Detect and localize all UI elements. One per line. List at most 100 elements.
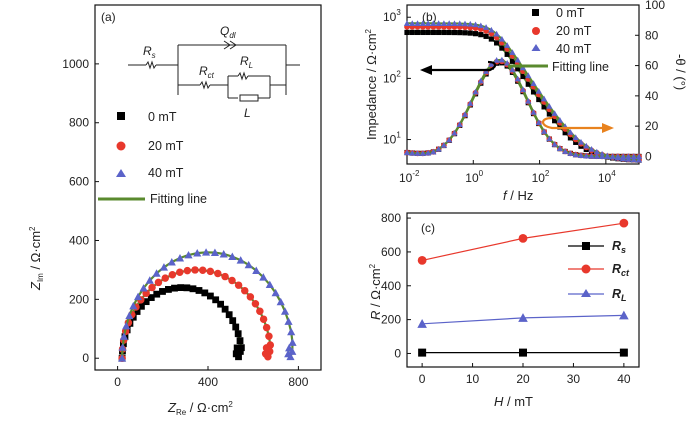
panel-b-impedance-point xyxy=(573,139,579,145)
equivalent-circuit xyxy=(128,40,300,102)
panel-a-data-point xyxy=(221,272,229,281)
panel-b-phase-point xyxy=(498,56,506,63)
panel-a-data-point xyxy=(212,296,220,304)
panel-b-phase-point xyxy=(540,128,548,134)
panel-a-data-point xyxy=(168,271,177,279)
panel-b-phase-point xyxy=(467,100,474,106)
legend-c-marker-rl xyxy=(581,289,591,297)
panel-b-impedance-point xyxy=(404,29,410,36)
panel-a-data-point xyxy=(148,283,156,292)
panel-b-phase-point xyxy=(614,153,622,160)
legend-b-label-fitting: Fitting line xyxy=(552,60,609,74)
panel-c-ytick-label: 600 xyxy=(381,245,401,259)
panel-a-ytick-label: 0 xyxy=(82,351,89,365)
panel-a: (a) 0 400 800 0 200 400 600 800 1000 xyxy=(28,4,322,417)
panel-b-impedance-point xyxy=(482,24,490,30)
panel-b-phase-point xyxy=(514,75,521,82)
panel-a-data-point xyxy=(217,300,224,308)
legend-b-label-0mt: 0 mT xyxy=(556,6,585,20)
legend-b-marker-0mt xyxy=(532,9,539,16)
panel-a-data-point xyxy=(228,276,236,285)
panel-b-impedance-point xyxy=(514,56,521,63)
panel-c: (c) 0 10 20 30 40 0 200 400 600 800 Rs Rct RL R … xyxy=(368,211,640,409)
panel-c-point-rs xyxy=(619,348,628,357)
panel-b-phase-point xyxy=(435,145,442,152)
panel-b-phase-point xyxy=(509,66,516,73)
panel-b-impedance-fit xyxy=(407,31,640,162)
panel-b: (b) 10-2 100 102 104 101 102 103 0 20 40 60 80 100… xyxy=(364,0,688,203)
panel-a-data-point xyxy=(183,284,191,292)
legend-c-marker-rct xyxy=(581,264,591,274)
panel-b-phase-point xyxy=(440,142,448,148)
panel-b-phase-point xyxy=(419,150,426,156)
panel-b-impedance-point xyxy=(520,73,526,80)
panel-a-data-point xyxy=(119,332,129,340)
panel-a-ytick-label: 600 xyxy=(69,175,89,189)
legend-b-label-40mt: 40 mT xyxy=(556,42,592,56)
circuit-rs-label: Rs xyxy=(143,44,156,60)
legend-label-40mt: 40 mT xyxy=(148,166,184,180)
panel-a-data-point xyxy=(236,256,245,264)
legend-b-marker-40mt xyxy=(531,44,541,51)
panel-b-phase-point xyxy=(461,111,469,117)
panel-b-label: (b) xyxy=(422,10,437,24)
panel-a-data-point xyxy=(276,297,285,306)
panel-a-data-point xyxy=(193,249,202,257)
panel-c-point-rl xyxy=(518,313,528,322)
panel-a-data-point xyxy=(237,344,245,352)
panel-b-phase-point xyxy=(630,153,637,160)
panel-a-data-point xyxy=(288,338,297,346)
panel-b-impedance-point xyxy=(562,130,568,136)
legend-c-label-rs: Rs xyxy=(612,239,626,255)
panel-b-impedance-point xyxy=(588,146,595,152)
panel-b-frame xyxy=(406,4,640,165)
panel-a-data-point xyxy=(244,260,253,269)
panel-b-phase-point xyxy=(477,77,484,84)
panel-a-data-point xyxy=(159,288,166,295)
panel-b-impedance-point xyxy=(467,30,473,36)
panel-b-impedance-point xyxy=(403,20,411,26)
panel-c-ytick-label: 0 xyxy=(394,346,401,360)
panel-b-ytick-left-label: 102 xyxy=(383,69,401,85)
panel-a-data-point xyxy=(167,258,176,266)
legend-c-label-rct: Rct xyxy=(612,262,630,278)
panel-a-data-point xyxy=(252,266,261,274)
panel-b-impedance-point xyxy=(630,156,637,163)
panel-c-legend: Rs Rct RL xyxy=(568,239,630,303)
panel-b-phase-point xyxy=(446,136,453,143)
panel-c-point-rct xyxy=(619,218,629,228)
panel-b-ytick-right-label: 0 xyxy=(645,149,652,163)
panel-a-data-point xyxy=(265,332,273,341)
panel-a-data-point xyxy=(145,276,154,284)
panel-c-ytick-label: 800 xyxy=(381,211,401,225)
panel-a-data-point xyxy=(147,294,155,301)
panel-a-data-point xyxy=(262,344,271,352)
panel-b-impedance-point xyxy=(420,29,426,36)
panel-b-impedance-point xyxy=(525,72,532,79)
panel-a-data-point xyxy=(271,288,280,297)
panel-b-impedance-point xyxy=(504,42,511,48)
panel-b-impedance-point xyxy=(488,36,494,42)
panel-a-data-point xyxy=(176,268,184,276)
legend-c-label-rl: RL xyxy=(612,287,627,303)
panel-b-impedance-point xyxy=(540,95,548,102)
circuit-qdl-label: Qdl xyxy=(220,24,236,40)
panel-b-impedance-point xyxy=(509,58,516,64)
panel-a-data-point xyxy=(214,269,222,278)
panel-b-impedance-point xyxy=(552,118,558,124)
panel-b-impedance-point xyxy=(499,45,505,51)
panel-b-impedance-point xyxy=(546,111,552,117)
panel-b-xtick-label: 10-2 xyxy=(399,169,420,185)
panel-b-phase-point xyxy=(635,153,643,160)
panel-c-ytick-label: 400 xyxy=(381,279,401,293)
panel-a-ytick-label: 200 xyxy=(69,292,89,306)
panel-a-data-point xyxy=(221,305,229,313)
panel-b-phase-point xyxy=(577,152,585,158)
phase-axis-arrow xyxy=(541,116,614,133)
panel-b-ylabel-right: -θ / (°) xyxy=(673,54,688,90)
panel-b-impedance-point xyxy=(430,20,437,26)
panel-b-ytick-right-label: 60 xyxy=(645,59,659,73)
panel-c-label: (c) xyxy=(421,221,435,235)
panel-b-phase-point xyxy=(493,57,500,63)
panel-a-xtick-label: 0 xyxy=(114,375,121,389)
